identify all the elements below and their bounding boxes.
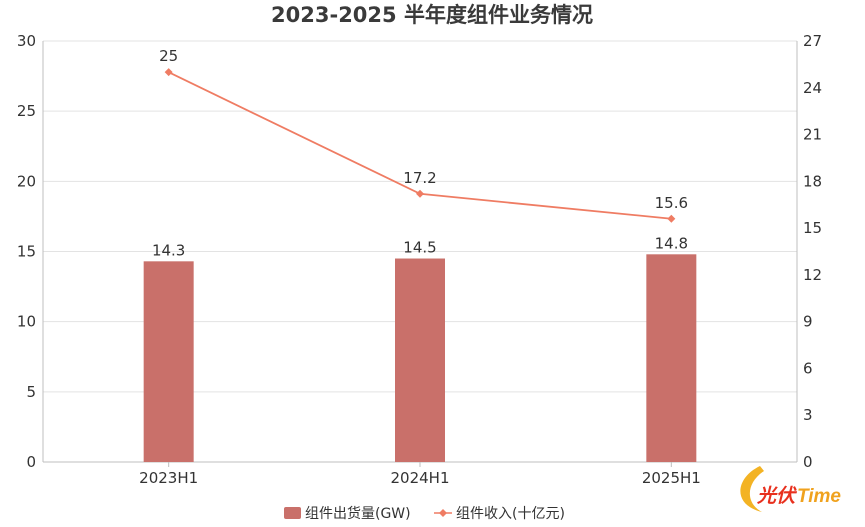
right-tick-label: 24 — [803, 79, 822, 97]
logo-text-cn: 光伏 — [756, 485, 798, 507]
right-tick-label: 27 — [803, 32, 822, 50]
line-point — [416, 189, 424, 198]
bar — [395, 258, 445, 462]
right-y-axis-ticks: 0 3 6 9 12 15 18 21 24 27 — [803, 32, 822, 471]
left-tick-label: 5 — [26, 383, 36, 401]
x-tick-label: 2025H1 — [642, 469, 701, 487]
right-tick-label: 12 — [803, 266, 822, 284]
bar — [143, 261, 194, 462]
right-tick-label: 3 — [803, 406, 813, 424]
chart-title: 2023-2025 半年度组件业务情况 — [271, 3, 593, 27]
bar — [646, 254, 697, 462]
x-tick-label: 2024H1 — [391, 469, 450, 487]
line-data-label: 15.6 — [655, 194, 688, 212]
line-data-label: 17.2 — [403, 169, 436, 187]
watermark-logo: 光伏 Time — [740, 466, 841, 512]
right-tick-label: 0 — [803, 453, 813, 471]
bar-series — [143, 254, 697, 462]
left-tick-label: 0 — [26, 453, 36, 471]
x-axis-ticks: 2023H1 2024H1 2025H1 — [139, 462, 701, 487]
legend-line-label: 组件收入(十亿元) — [456, 506, 565, 522]
bar-data-labels: 14.3 14.5 14.8 — [152, 234, 688, 259]
legend-bar-swatch — [284, 507, 301, 519]
line-point — [667, 214, 676, 223]
line-data-labels: 25 17.2 15.6 — [159, 47, 688, 212]
left-tick-label: 30 — [17, 32, 36, 50]
left-y-axis-ticks: 0 5 10 15 20 25 30 — [17, 32, 36, 471]
right-tick-label: 9 — [803, 313, 813, 331]
right-tick-label: 21 — [803, 126, 822, 144]
logo-text-en: Time — [797, 486, 841, 507]
bar-data-label: 14.3 — [152, 241, 185, 259]
line-data-label: 25 — [159, 47, 178, 65]
left-tick-label: 10 — [17, 313, 36, 331]
logo-swoosh-icon — [740, 466, 764, 512]
left-tick-label: 20 — [17, 172, 36, 190]
legend-bar-label: 组件出货量(GW) — [305, 505, 411, 522]
x-tick-label: 2023H1 — [139, 469, 198, 487]
legend: 组件出货量(GW) 组件收入(十亿元) — [284, 505, 565, 522]
bar-data-label: 14.8 — [655, 234, 688, 252]
bar-data-label: 14.5 — [403, 239, 436, 257]
line-point — [164, 68, 173, 77]
right-tick-label: 18 — [803, 172, 822, 190]
right-tick-label: 6 — [803, 359, 813, 377]
line-series — [164, 68, 676, 223]
right-tick-label: 15 — [803, 219, 822, 237]
legend-line-marker — [439, 509, 447, 517]
left-tick-label: 25 — [17, 102, 36, 120]
left-tick-label: 15 — [17, 243, 36, 261]
